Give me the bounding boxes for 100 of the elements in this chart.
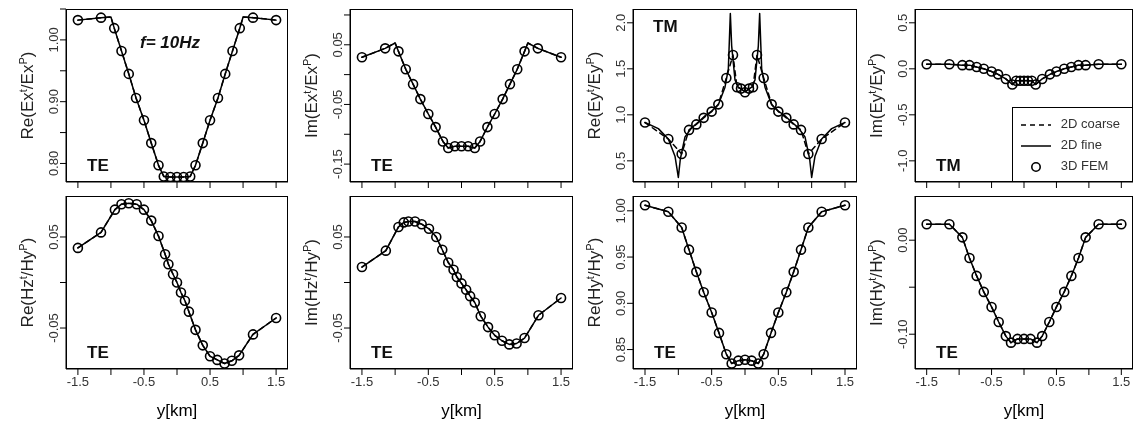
y-tick-label: 0.90 (46, 89, 61, 115)
point (739, 86, 751, 98)
point (204, 114, 216, 126)
y-tick-label: -0.10 (895, 319, 910, 350)
point (138, 114, 150, 126)
point (163, 258, 174, 270)
point (1030, 79, 1041, 90)
point (921, 218, 932, 230)
point (816, 133, 827, 145)
y-tick-label: -1.0 (895, 149, 910, 173)
point (442, 142, 454, 154)
point (226, 355, 238, 367)
point (123, 197, 135, 209)
x-tick-label: 1.5 (1112, 374, 1131, 390)
point (519, 332, 530, 344)
point (1036, 330, 1048, 342)
y-tick-label: 0.90 (613, 290, 628, 316)
point (1116, 218, 1127, 230)
point (437, 136, 449, 147)
y-tick-label: 1.5 (613, 59, 628, 78)
y-tick-label: 1.0 (613, 105, 628, 124)
y-tick-label: 1.00 (613, 198, 628, 224)
point (153, 160, 164, 171)
point (407, 78, 419, 90)
point (464, 290, 476, 302)
point (739, 354, 751, 366)
point (430, 121, 441, 133)
point (456, 278, 467, 289)
point (116, 45, 127, 57)
point (204, 350, 216, 362)
point (733, 355, 744, 366)
point (179, 295, 191, 307)
x-tick-label: 0.5 (485, 374, 504, 390)
x-tick-label: 1.5 (552, 374, 571, 390)
annotation: TE (371, 156, 393, 175)
point (247, 12, 259, 23)
point (131, 198, 142, 210)
point (1080, 59, 1091, 71)
point (683, 244, 695, 255)
point (944, 218, 955, 230)
x-tick-label: 0.5 (1047, 374, 1066, 390)
point (167, 269, 179, 280)
point (727, 49, 739, 61)
y-tick-label: 0.00 (895, 227, 910, 253)
point (795, 124, 807, 136)
annotation: TE (654, 343, 676, 362)
point (511, 63, 523, 75)
point (706, 307, 717, 318)
point (921, 58, 932, 70)
point (1007, 79, 1018, 90)
point (1073, 252, 1084, 264)
point (504, 78, 516, 90)
point (449, 140, 461, 152)
point (233, 350, 245, 361)
y-tick-label: 1.00 (46, 27, 61, 53)
x-tick-label: -0.5 (980, 374, 1003, 390)
point (758, 348, 769, 360)
point (639, 199, 651, 211)
point (153, 230, 164, 242)
y-tick-label: 0.85 (613, 336, 628, 363)
point (555, 292, 567, 304)
point (978, 63, 990, 75)
point (788, 119, 799, 130)
point (721, 348, 732, 360)
point (356, 261, 368, 273)
annotation: f= 10Hz (140, 33, 200, 52)
point (423, 108, 434, 120)
point (978, 286, 990, 298)
y-tick-label: -0.15 (330, 149, 345, 179)
point (159, 248, 171, 260)
point (474, 136, 486, 147)
legend-label: 3D FEM (1060, 158, 1109, 173)
x-tick-label: -0.5 (417, 374, 440, 390)
point (415, 93, 426, 105)
point (138, 204, 150, 215)
y-tick-label: 0.5 (895, 13, 910, 32)
point (1058, 63, 1070, 75)
y-tick-label: 0.0 (895, 59, 910, 78)
point (747, 81, 759, 93)
annotation: TE (87, 343, 109, 362)
point (957, 232, 968, 243)
x-tick-label: -1.5 (633, 374, 657, 390)
point (555, 52, 567, 63)
point (1000, 73, 1012, 85)
point (489, 108, 500, 120)
point (735, 83, 747, 94)
point (398, 217, 410, 228)
point (1018, 333, 1030, 345)
point (1051, 66, 1062, 77)
point (532, 43, 544, 54)
point (482, 321, 494, 333)
point (400, 63, 412, 75)
x-tick-label: 0.5 (769, 374, 788, 390)
point (753, 358, 764, 369)
point (108, 22, 120, 34)
point (971, 270, 982, 282)
point (503, 339, 515, 350)
point (234, 22, 246, 34)
annotation: TE (87, 156, 109, 175)
point (497, 93, 508, 105)
